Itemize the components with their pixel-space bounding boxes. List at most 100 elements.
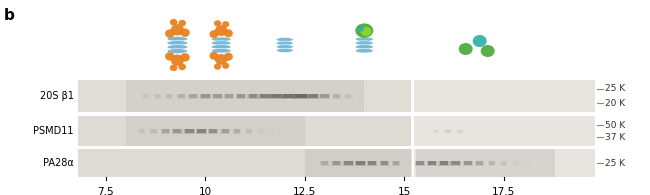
Bar — [220, 129, 230, 134]
Bar — [475, 160, 484, 166]
Bar — [246, 129, 252, 133]
Bar — [155, 94, 160, 98]
Bar — [463, 160, 473, 166]
Ellipse shape — [276, 48, 293, 52]
Bar — [369, 161, 376, 165]
Text: 15: 15 — [398, 187, 411, 195]
Bar — [174, 129, 181, 133]
Bar — [500, 160, 507, 166]
Bar — [237, 94, 245, 98]
Bar — [211, 93, 223, 98]
Ellipse shape — [171, 24, 184, 35]
Bar — [452, 161, 460, 165]
Ellipse shape — [356, 37, 373, 42]
Ellipse shape — [165, 29, 175, 38]
Text: 20S β1: 20S β1 — [40, 91, 74, 101]
Text: 17.5: 17.5 — [492, 187, 515, 195]
Ellipse shape — [356, 23, 373, 38]
Bar — [306, 93, 319, 98]
Ellipse shape — [211, 49, 231, 53]
Text: 12.5: 12.5 — [293, 187, 317, 195]
Bar — [259, 129, 263, 133]
Bar — [344, 93, 352, 98]
Ellipse shape — [209, 30, 218, 38]
Ellipse shape — [180, 28, 190, 37]
Ellipse shape — [211, 37, 231, 42]
Bar — [222, 129, 229, 133]
Bar — [139, 129, 144, 133]
Bar — [209, 129, 217, 133]
Bar — [367, 160, 378, 166]
Ellipse shape — [224, 29, 233, 37]
Bar — [501, 161, 506, 165]
Bar — [463, 161, 472, 165]
Bar — [438, 160, 450, 166]
Text: b: b — [4, 8, 15, 23]
Ellipse shape — [214, 20, 221, 27]
Ellipse shape — [356, 49, 373, 53]
Bar — [415, 160, 424, 166]
Ellipse shape — [361, 27, 372, 36]
Text: 50 K: 50 K — [605, 121, 625, 129]
Bar — [224, 93, 234, 98]
Text: PA28α: PA28α — [44, 158, 74, 168]
Bar — [162, 129, 169, 133]
Bar — [345, 94, 352, 98]
Ellipse shape — [276, 41, 293, 45]
Bar — [356, 161, 365, 165]
Bar — [142, 94, 149, 98]
Ellipse shape — [167, 49, 188, 53]
Bar — [125, 116, 305, 146]
Bar — [343, 160, 354, 166]
Bar — [358, 94, 363, 98]
Bar — [476, 161, 483, 165]
Ellipse shape — [211, 45, 231, 49]
Ellipse shape — [214, 63, 221, 70]
Bar — [246, 129, 252, 134]
Bar — [445, 129, 450, 132]
Bar — [281, 93, 296, 98]
Bar — [307, 94, 318, 98]
Bar — [414, 149, 595, 177]
Ellipse shape — [170, 19, 177, 26]
Bar — [320, 160, 329, 166]
Bar — [321, 161, 328, 165]
Ellipse shape — [178, 64, 186, 70]
Bar — [488, 160, 495, 166]
Bar — [258, 129, 264, 134]
Bar — [439, 161, 448, 165]
Bar — [344, 161, 353, 165]
Bar — [166, 94, 172, 98]
Bar — [380, 160, 389, 166]
Ellipse shape — [215, 54, 227, 65]
Bar — [234, 129, 240, 133]
Bar — [414, 116, 595, 146]
Bar — [444, 129, 452, 133]
Bar — [270, 129, 276, 134]
Bar — [213, 94, 222, 98]
Ellipse shape — [167, 41, 188, 45]
Bar — [355, 160, 366, 166]
Ellipse shape — [209, 52, 218, 60]
Bar — [428, 161, 436, 165]
Bar — [305, 149, 412, 177]
Bar — [416, 149, 555, 177]
Ellipse shape — [211, 41, 231, 45]
Bar — [197, 129, 205, 133]
Ellipse shape — [481, 45, 495, 57]
Text: PSMD11: PSMD11 — [34, 126, 74, 136]
Bar — [333, 94, 340, 98]
Text: 7.5: 7.5 — [98, 187, 114, 195]
Bar — [233, 129, 241, 134]
Ellipse shape — [276, 45, 293, 49]
Bar — [184, 129, 195, 134]
Bar — [427, 160, 437, 166]
Bar — [78, 116, 411, 146]
Bar — [358, 93, 363, 98]
Bar — [248, 94, 257, 98]
Bar — [208, 129, 218, 134]
Bar — [201, 94, 210, 98]
Bar — [414, 80, 595, 112]
Ellipse shape — [276, 37, 293, 42]
Ellipse shape — [171, 54, 184, 66]
